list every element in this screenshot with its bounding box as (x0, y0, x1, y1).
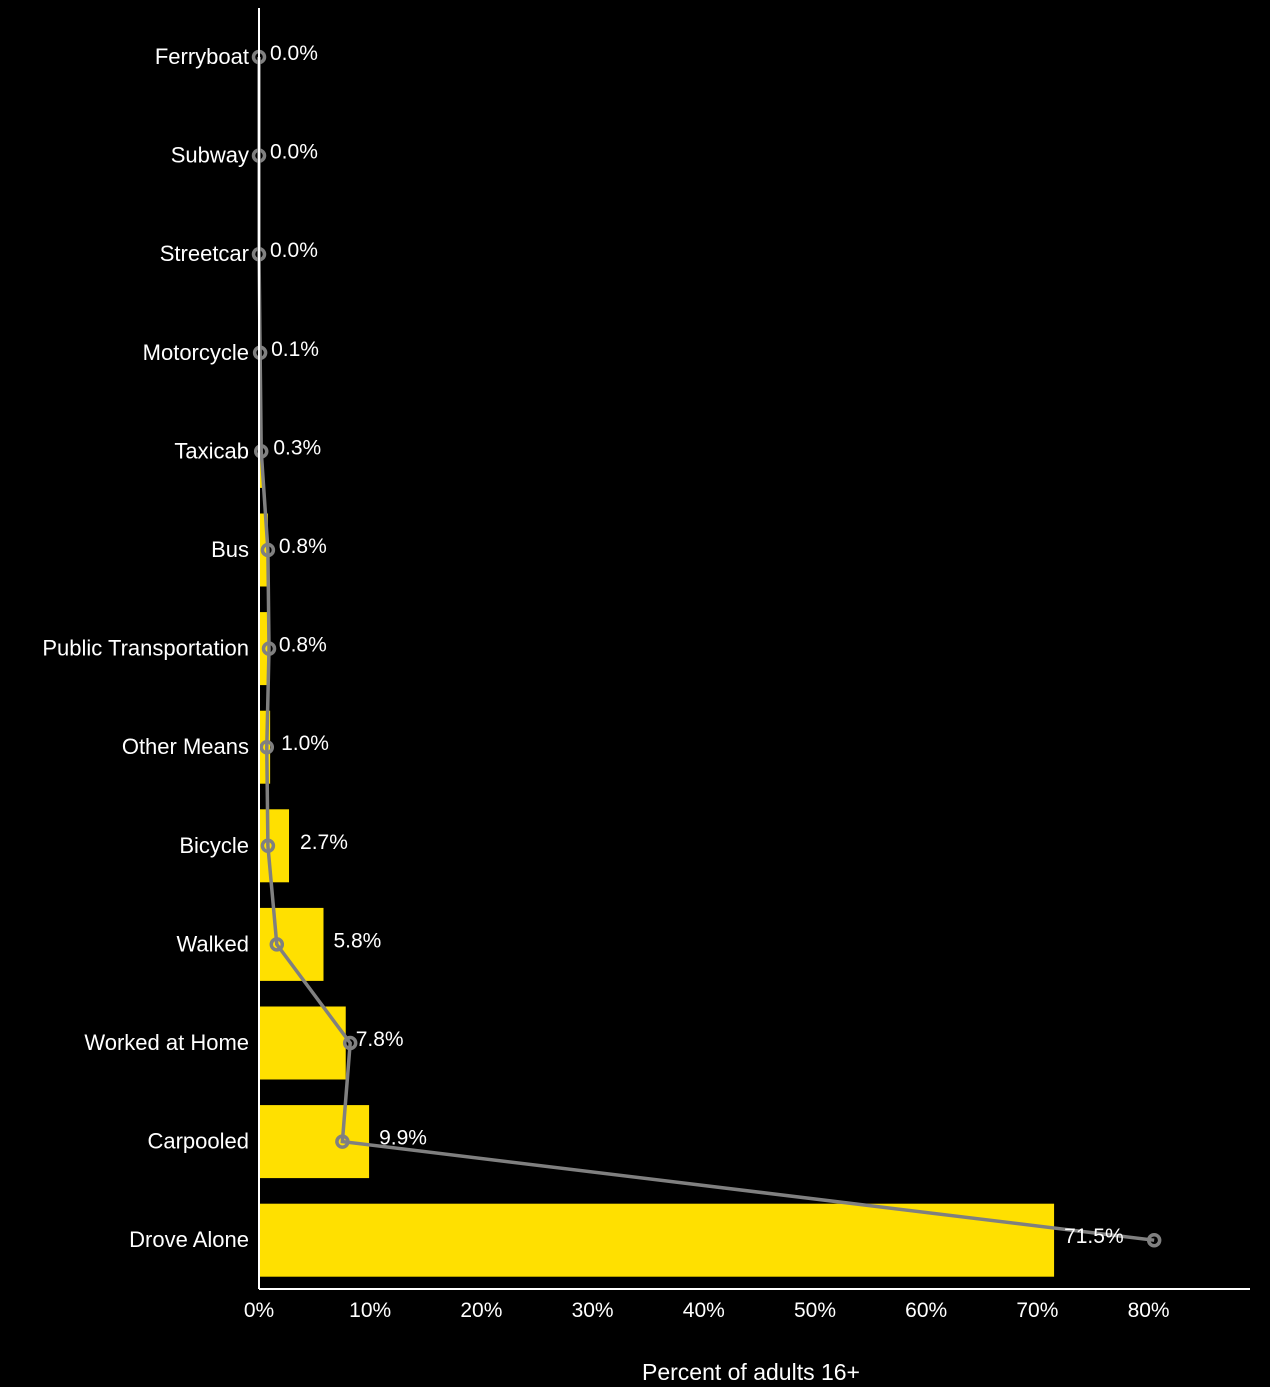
x-tick-label-80: 80% (1128, 1299, 1170, 1322)
value-label-ferryboat: 0.0% (270, 42, 318, 65)
category-label-carpooled: Carpooled (147, 1129, 249, 1154)
line-point-taxicab (253, 444, 269, 459)
value-label-walked: 5.8% (333, 929, 381, 952)
value-label-bicycle: 2.7% (300, 831, 348, 854)
value-label-motorcycle: 0.1% (271, 338, 319, 361)
x-tick-label-70: 70% (1016, 1299, 1058, 1322)
x-tick-label-40: 40% (683, 1299, 725, 1322)
bar-other-means (259, 710, 271, 784)
line-series-group (251, 49, 1162, 1248)
x-tick-label-0: 0% (244, 1299, 274, 1322)
line-point-bicycle (260, 838, 276, 854)
value-labels-group: 0.0% 0.0% 0.0% 0.1% 0.3% 0.8% 0.8% 1.0% 2.7% 5.8%… (270, 42, 1124, 1248)
line-series-path (257, 57, 1155, 1242)
axes-group (258, 8, 1250, 1290)
bar-drove-alone (259, 1203, 1055, 1277)
line-point-walked (269, 937, 285, 952)
line-point-motorcycle (252, 345, 268, 361)
line-point-worked-at-home (342, 1035, 358, 1051)
line-point-carpooled (335, 1134, 350, 1149)
category-label-motorcycle: Motorcycle (143, 340, 249, 365)
line-point-bus (260, 542, 276, 558)
category-label-bicycle: Bicycle (179, 833, 249, 858)
value-label-other-means: 1.0% (281, 732, 329, 755)
x-axis-title: Percent of adults 16+ (642, 1359, 860, 1385)
x-tick-label-10: 10% (349, 1299, 391, 1322)
category-label-ferryboat: Ferryboat (155, 44, 249, 69)
value-label-drove-alone: 71.5% (1064, 1225, 1124, 1248)
value-label-worked-at-home: 7.8% (356, 1028, 404, 1051)
category-label-walked: Walked (176, 931, 249, 956)
category-label-drove-alone: Drove Alone (129, 1227, 249, 1252)
category-label-subway: Subway (171, 143, 249, 168)
x-tick-label-20: 20% (460, 1299, 502, 1322)
line-point-other-means (259, 739, 275, 755)
category-labels-group: Ferryboat Subway Streetcar Motorcycle Taxica… (42, 44, 249, 1252)
x-tick-label-60: 60% (905, 1299, 947, 1322)
value-label-taxicab: 0.3% (273, 436, 321, 459)
category-label-taxicab: Taxicab (174, 438, 249, 463)
category-label-public-transportation: Public Transportation (42, 636, 249, 661)
bar-walked (259, 907, 324, 981)
value-label-subway: 0.0% (270, 141, 318, 164)
value-label-public-transportation: 0.8% (279, 634, 327, 657)
category-label-worked-at-home: Worked at Home (84, 1030, 249, 1055)
category-label-streetcar: Streetcar (160, 241, 249, 266)
category-label-bus: Bus (211, 537, 249, 562)
x-tick-labels-group: 0% 10% 20% 30% 40% 50% 60% 70% 80% (244, 1299, 1170, 1322)
category-label-other-means: Other Means (122, 734, 249, 759)
line-point-drove-alone (1146, 1232, 1162, 1248)
x-tick-label-50: 50% (794, 1299, 836, 1322)
value-label-bus: 0.8% (279, 535, 327, 558)
value-label-streetcar: 0.0% (270, 239, 318, 262)
line-point-public-transportation (261, 641, 277, 656)
value-label-carpooled: 9.9% (379, 1127, 427, 1150)
x-tick-label-30: 30% (572, 1299, 614, 1322)
